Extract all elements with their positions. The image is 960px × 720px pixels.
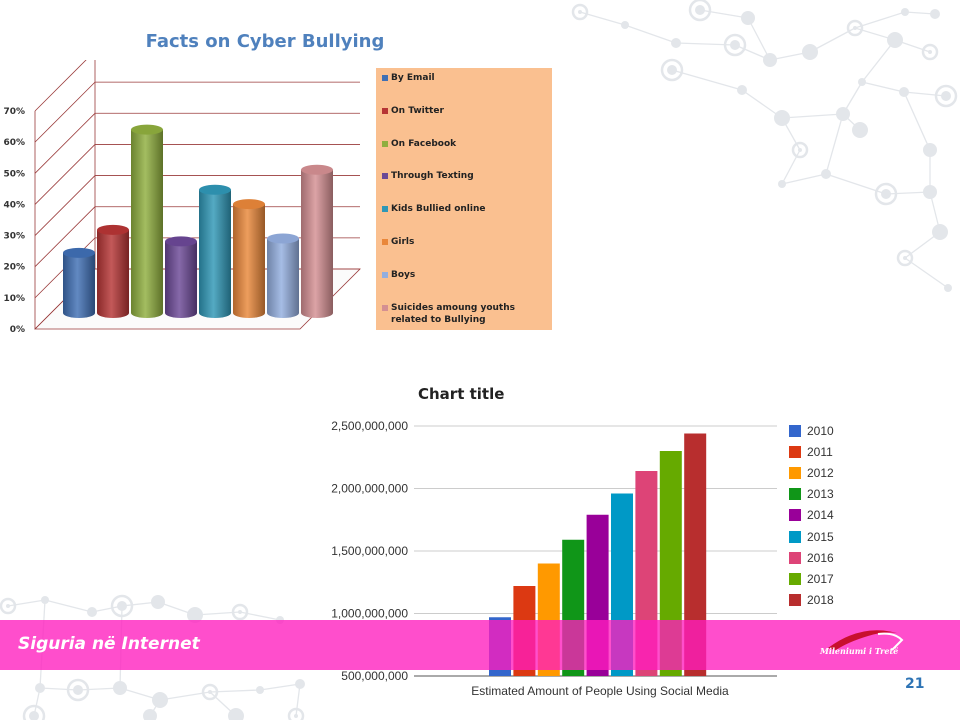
chart1-y-tick-label: 50% [3, 169, 25, 179]
chart2-legend-label: 2012 [807, 466, 834, 481]
chart2-legend-item: 2017 [789, 571, 859, 591]
chart1-y-tick-label: 10% [3, 294, 25, 304]
logo-text: Mileniumi i Tretë [820, 646, 899, 656]
chart1-y-tick-label: 30% [3, 232, 25, 242]
chart2-legend-swatch [789, 509, 801, 522]
chart1-legend-swatch [382, 304, 388, 311]
chart1-bar [131, 124, 163, 318]
chart2-bar [684, 433, 707, 676]
chart1-gridline-diag [34, 175, 96, 236]
chart2-legend-item: 2015 [789, 529, 859, 549]
chart1-legend-label: On Facebook [391, 138, 457, 149]
chart1-legend-label: Through Texting [391, 171, 474, 182]
chart1-y-tick-label: 70% [3, 107, 25, 117]
chart2-legend-label: 2013 [807, 487, 834, 502]
chart1-legend-swatch [382, 173, 388, 180]
chart1-legend-label: On Twitter [391, 105, 444, 116]
chart2-y-tick-label: 2,000,000,000 [331, 482, 408, 496]
logo-swoosh-icon [828, 630, 904, 651]
chart2-legend-swatch [789, 572, 801, 585]
chart1-bar [165, 236, 197, 318]
page-number: 21 [905, 676, 925, 692]
chart1-legend-label: Kids Bullied online [391, 204, 486, 215]
chart2-legend-swatch [789, 530, 801, 543]
chart1-y-tick-label: 60% [3, 138, 25, 148]
chart1-bar [267, 233, 299, 318]
footer-title: Siguria në Internet [18, 634, 200, 654]
chart2-legend-swatch [789, 593, 801, 606]
chart2-legend-swatch [789, 488, 801, 501]
chart1-legend-label: By Email [391, 73, 435, 83]
logo: Mileniumi i Tretë [808, 626, 918, 664]
chart2-legend-item: 2018 [789, 592, 859, 612]
chart1-gridline-diag [34, 60, 87, 112]
chart1-legend-label: Boys [391, 269, 416, 280]
chart1-gridline-diag [34, 144, 96, 205]
chart1-y-tick-label: 0% [10, 325, 25, 335]
chart2-x-axis-label: Estimated Amount of People Using Social … [471, 684, 729, 698]
chart2-legend-swatch [789, 467, 801, 480]
chart2-legend-swatch [789, 425, 801, 437]
chart2-legend-item: 2012 [789, 465, 859, 485]
chart1-bar [97, 224, 129, 318]
chart1-legend-swatch [382, 140, 388, 147]
chart2-legend-label: 2016 [807, 550, 834, 565]
chart1-bar [233, 199, 265, 318]
chart1-legend: By Email On Twitter On Facebook Through Tex… [376, 68, 552, 330]
chart2-legend-label: 2017 [807, 571, 834, 586]
chart2-legend-item: 2013 [789, 486, 859, 506]
chart1-bar [199, 184, 231, 318]
chart1-y-tick-label: 40% [3, 200, 25, 210]
chart2-legend-swatch [789, 446, 801, 459]
chart1-gridline-diag [34, 206, 96, 267]
chart1-title: Facts on Cyber Bullying [145, 31, 385, 52]
chart2-legend-item: 2011 [789, 444, 859, 464]
chart2-bar [659, 451, 682, 676]
chart2-legend-item: 2010 [789, 423, 859, 443]
chart2-legend-label: 2015 [807, 529, 834, 544]
chart1-legend-swatch [382, 206, 388, 213]
chart1-legend-swatch [382, 107, 388, 114]
footer-band: Siguria në Internet Mileniumi i Tretë [0, 620, 960, 670]
chart2-legend-label: 2011 [807, 445, 833, 460]
chart2-title: Chart title [418, 385, 505, 403]
chart1-legend-label: Girls [391, 237, 415, 247]
chart1-legend-swatch [382, 271, 388, 278]
chart1-legend-swatch [382, 239, 388, 245]
chart2-legend-swatch [789, 551, 801, 564]
chart2-legend-label: 2018 [807, 592, 834, 607]
chart1-plot: 0% 10% 20% 30% 40% 50% 60% 70% [3, 60, 361, 335]
chart1-legend-swatch [382, 75, 388, 81]
chart1-y-tick-label: 20% [3, 263, 25, 273]
chart1-bar [301, 164, 333, 318]
chart2-y-tick-label: 1,000,000,000 [331, 607, 408, 621]
chart2-y-tick-label: 1,500,000,000 [331, 544, 408, 558]
chart2-legend-item: 2014 [789, 507, 859, 527]
chart1-legend-label: Suicides amoung youths related to Bullyi… [391, 302, 515, 325]
chart1-gridline-diag [34, 113, 96, 174]
chart2-legend-item: 2016 [789, 550, 859, 570]
chart1-bar [63, 247, 95, 318]
chart2-legend-label: 2014 [807, 508, 834, 523]
chart2-y-tick-label: 2,500,000,000 [331, 419, 408, 433]
chart2-y-tick-label: 500,000,000 [341, 669, 408, 683]
chart1-gridline-diag [34, 81, 96, 143]
chart2-legend-label: 2010 [807, 424, 834, 438]
